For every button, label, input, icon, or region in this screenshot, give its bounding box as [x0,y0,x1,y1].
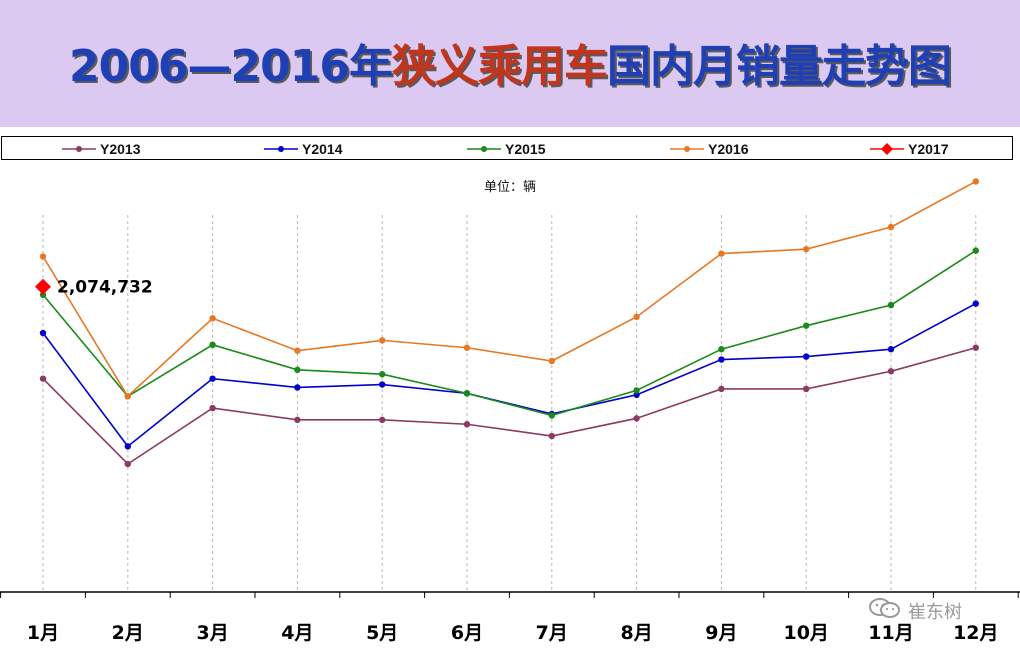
legend-item: Y2016 [670,140,748,158]
legend-swatch [62,146,96,152]
data-point [124,393,131,400]
legend-label: Y2014 [302,141,343,157]
data-point [463,390,471,397]
legend-label: Y2016 [708,141,749,157]
data-point [887,223,895,231]
data-point [209,341,216,348]
data-point [548,412,555,419]
data-point [548,357,555,365]
title-banner [0,0,1020,127]
data-point [379,416,386,424]
legend-item: Y2014 [264,140,342,158]
x-tick-label: 4月 [281,622,313,644]
data-point [379,337,386,344]
chart-title: 2006—2016年狭义乘用车国内月销量走势图 [0,30,1020,94]
data-point [39,329,47,337]
data-point [548,432,555,440]
data-point [294,366,301,374]
data-point [379,381,386,388]
data-point [887,346,895,353]
x-tick-label: 6月 [451,622,483,644]
series-line [42,302,977,448]
data-point [39,291,47,298]
data-point [39,253,47,260]
watermark-text: 崔东树 [908,601,962,623]
data-point [972,178,979,185]
data-point [803,353,810,360]
legend-item: Y2017 [870,140,948,158]
data-point [887,368,895,375]
x-tick-label: 1月 [27,622,59,644]
unit-label: 单位：辆 [483,180,536,195]
data-point [124,443,131,450]
legend-swatch [467,146,501,152]
data-point [209,404,216,412]
legend-label: Y2017 [908,141,949,157]
x-tick-label: 2月 [112,622,144,644]
title-suffix: 国内月销量走势图 [606,41,952,92]
data-point [718,356,725,363]
watermark: 崔东树 [868,596,962,625]
legend-swatch [670,146,704,152]
x-tick-label: 5月 [366,622,398,644]
x-tick-label: 12月 [953,622,998,644]
data-point [633,391,640,399]
title-years: 2006—2016年 [69,41,393,92]
data-point [803,322,810,329]
data-label: 2,074,732 [57,278,153,298]
data-point [633,313,640,321]
data-point [887,301,895,309]
data-point [294,347,301,354]
data-point [803,385,810,393]
data-point [124,460,131,468]
x-tick-label: 3月 [196,622,228,644]
series-line [42,346,977,466]
series-line [42,249,977,417]
series-line [42,180,977,398]
x-tick-label: 9月 [705,622,737,644]
wechat-icon [868,596,902,625]
x-tick-label: 7月 [536,622,568,644]
legend-swatch [264,146,298,152]
data-point [718,346,725,353]
data-point [209,315,216,322]
x-tick-label: 10月 [783,622,828,644]
data-point [718,385,725,393]
data-point [294,384,301,391]
data-point [39,375,47,382]
data-point [633,415,640,422]
data-point [209,375,216,382]
data-point [972,247,979,254]
x-tick-label: 11月 [868,622,913,644]
legend-label: Y2013 [100,141,141,157]
legend: Y2013 Y2014 Y2015 Y2016 Y2017 [1,136,1013,160]
legend-item: Y2013 [62,140,140,158]
legend-swatch [870,143,904,155]
data-point [294,416,301,424]
data-point [803,245,810,253]
data-point [633,387,640,394]
data-point [972,344,979,351]
title-category: 狭义乘用车 [391,41,608,92]
legend-label: Y2015 [505,141,546,157]
data-point [379,371,386,378]
legend-item: Y2015 [467,140,545,158]
data-point [972,300,979,307]
data-point [35,278,51,295]
x-tick-label: 8月 [620,622,652,644]
data-point [463,421,471,428]
data-point [463,344,471,351]
data-point [718,250,725,257]
